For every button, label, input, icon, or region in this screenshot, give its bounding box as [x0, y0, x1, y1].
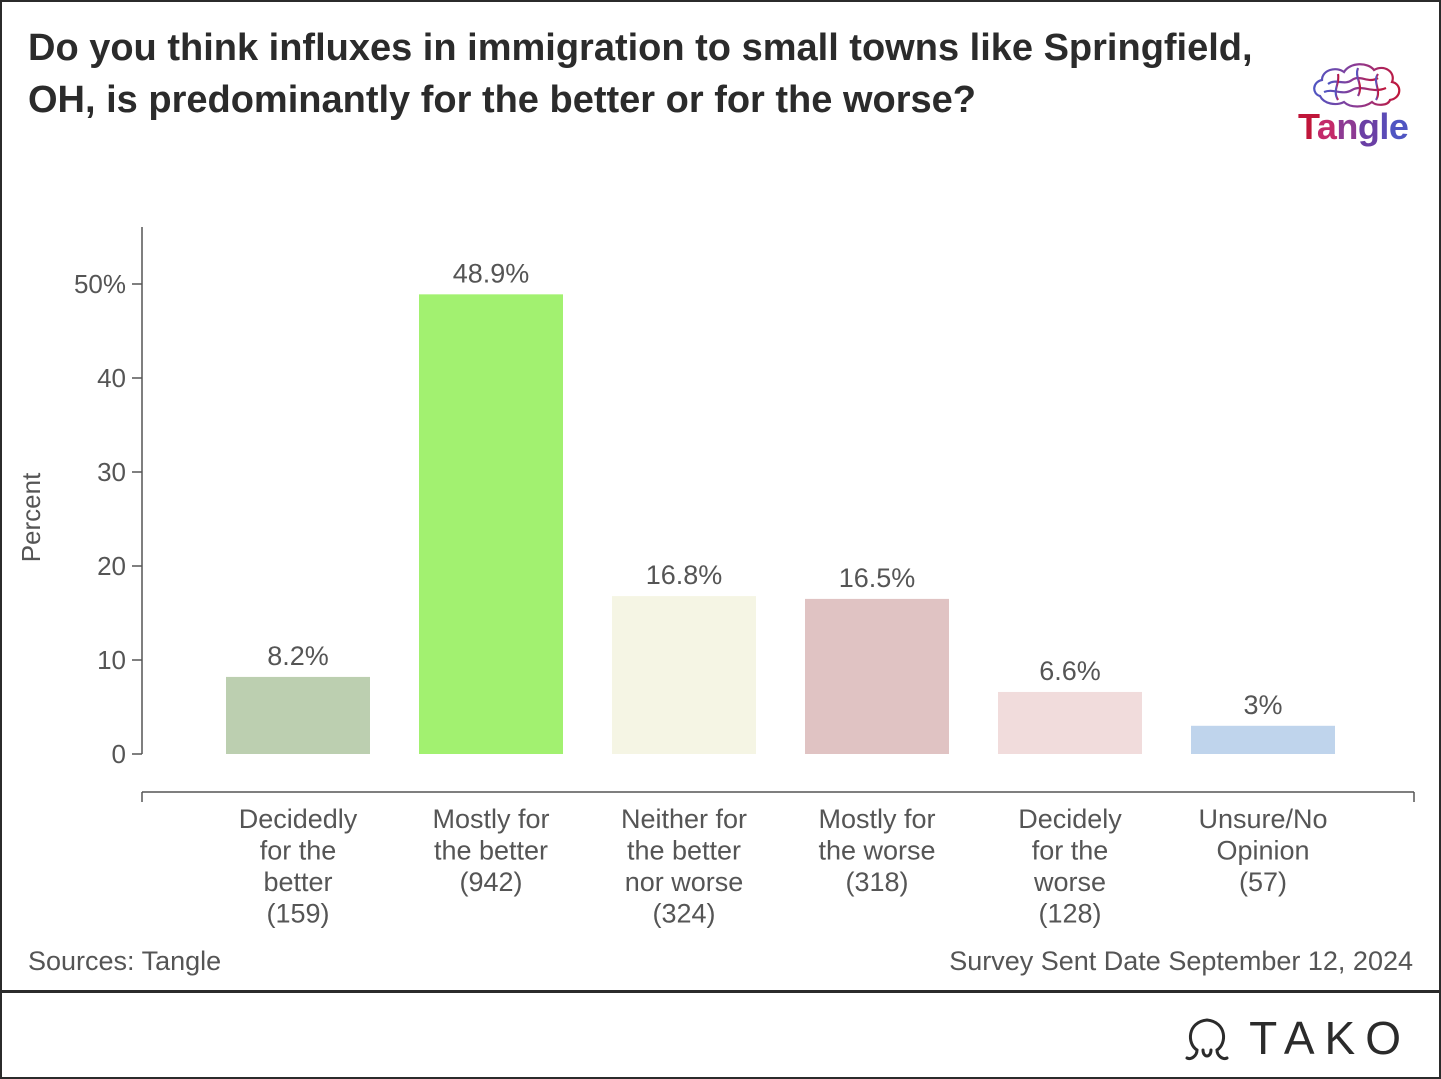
tangle-logo-letter: l: [1379, 106, 1389, 147]
footer-divider: [2, 990, 1439, 993]
brain-icon: [1313, 63, 1401, 108]
x-tick-label: (128): [1038, 899, 1101, 929]
x-tick-label: worse: [1033, 867, 1106, 897]
x-tick-label: Opinion: [1216, 836, 1309, 866]
source-note: Sources: Tangle: [28, 946, 222, 976]
bar: [805, 598, 949, 754]
bar: [998, 691, 1142, 754]
y-axis-label: Percent: [16, 472, 46, 562]
y-tick-label: 10: [97, 645, 126, 675]
bar: [419, 294, 563, 754]
bar: [1191, 725, 1335, 754]
y-tick-label: 30: [97, 457, 126, 487]
y-tick-label: 40: [97, 363, 126, 393]
x-tick-label: Neither for: [621, 804, 747, 834]
tangle-logo-text: Tangle: [1298, 106, 1409, 148]
bar-value-label: 3%: [1243, 690, 1282, 720]
x-tick-label: better: [263, 867, 332, 897]
x-tick-label: nor worse: [625, 867, 744, 897]
bar-value-label: 48.9%: [453, 258, 530, 288]
x-tick-label: (942): [459, 867, 522, 897]
bar-value-label: 16.5%: [839, 563, 916, 593]
x-tick-label: Decidely: [1018, 804, 1122, 834]
x-tick-label: (57): [1239, 867, 1287, 897]
tangle-logo-letter: T: [1298, 106, 1317, 147]
bar-value-label: 16.8%: [646, 560, 723, 590]
x-tick-label: for the: [1032, 836, 1109, 866]
tako-wordmark: TAKO: [1249, 1012, 1411, 1064]
tangle-logo-letter: a: [1316, 106, 1337, 147]
x-tick-label: the better: [627, 836, 741, 866]
tako-omega-icon: [1185, 1018, 1229, 1060]
x-tick-label: for the: [260, 836, 337, 866]
y-tick-label: 50%: [74, 269, 126, 299]
tangle-logo-letter: e: [1388, 106, 1409, 147]
x-tick-label: (159): [266, 899, 329, 929]
x-tick-label: (318): [845, 867, 908, 897]
bar: [226, 676, 370, 754]
x-tick-label: the worse: [818, 836, 935, 866]
tangle-logo-letter: g: [1357, 106, 1380, 147]
x-tick-label: Mostly for: [818, 804, 935, 834]
bar: [612, 596, 756, 754]
bar-value-label: 6.6%: [1039, 656, 1101, 686]
bar-value-label: 8.2%: [267, 641, 329, 671]
x-tick-label: the better: [434, 836, 548, 866]
x-tick-label: Decidedly: [239, 804, 358, 834]
x-tick-label: (324): [652, 899, 715, 929]
y-tick-label: 20: [97, 551, 126, 581]
chart-title: Do you think influxes in immigration to …: [28, 27, 1253, 121]
x-tick-label: Mostly for: [432, 804, 549, 834]
survey-date: Survey Sent Date September 12, 2024: [949, 946, 1413, 976]
tako-brand: TAKO: [1179, 1008, 1411, 1068]
y-tick-label: 0: [112, 739, 126, 769]
x-tick-label: Unsure/No: [1198, 804, 1327, 834]
tangle-logo-letter: n: [1336, 106, 1358, 147]
